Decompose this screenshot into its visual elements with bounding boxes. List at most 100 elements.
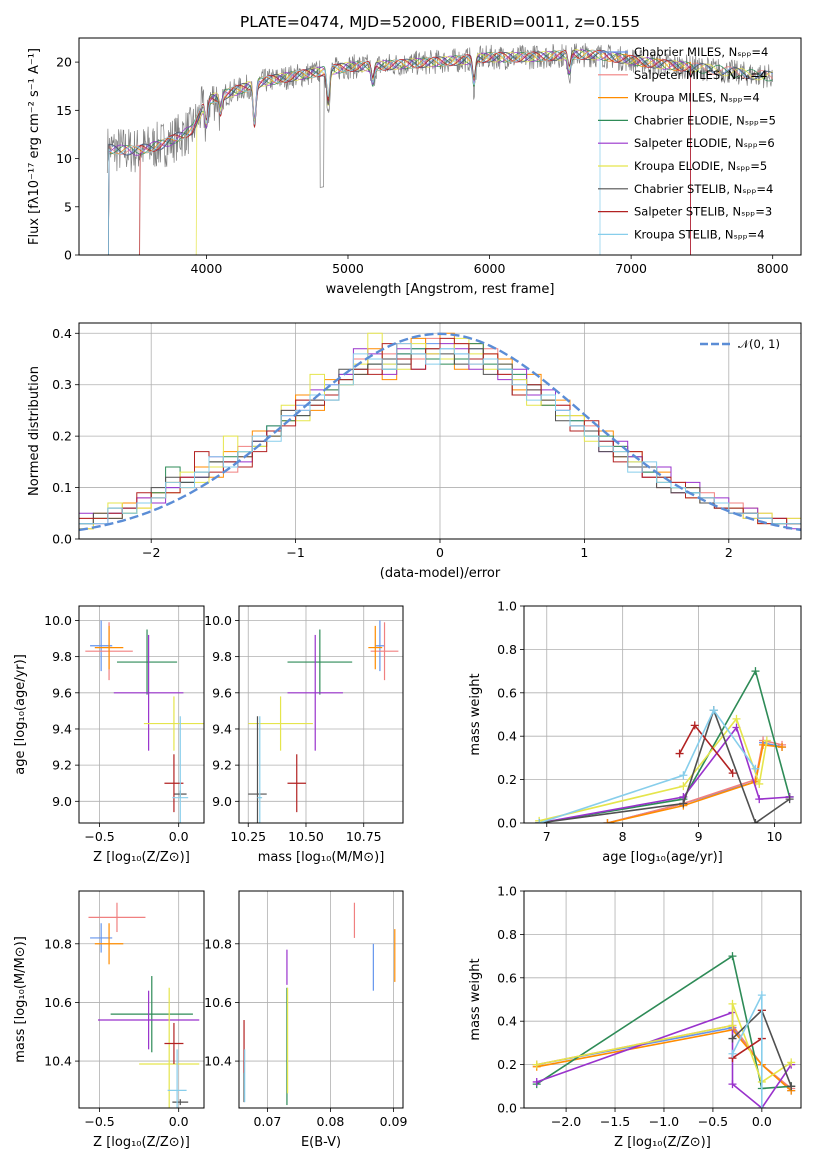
weight-marker xyxy=(679,782,688,791)
model-line-4 xyxy=(107,49,773,255)
x-tick-label: 8000 xyxy=(757,261,789,276)
axes-frame xyxy=(523,890,802,1109)
errorbar-point-4 xyxy=(110,976,193,1053)
weight-marker xyxy=(757,1104,766,1108)
chart-mass-vs-Z: −0.5 0.0 10.4 10.6 10.8 Z [log₁₀(Z/Z⊙)] mass [… xyxy=(13,890,205,1150)
spectrum-plot-area xyxy=(106,43,774,255)
x-tick-label: 10.75 xyxy=(346,829,382,844)
y-tick-label: 9.2 xyxy=(52,758,72,773)
y-tick-label: 0.0 xyxy=(497,1101,517,1116)
y-tick-label: 0.2 xyxy=(52,429,72,444)
histogram-plot-area xyxy=(79,332,801,532)
chart-mass-weight-vs-age: 7 8 9 10 0.0 0.2 0.4 0.6 0.8 1.0 age [log₁₀(age/yr… xyxy=(468,599,802,865)
weight-line xyxy=(538,708,757,823)
errorbar-point-4 xyxy=(287,629,353,695)
weight-marker xyxy=(762,736,771,745)
weight-series-6 xyxy=(535,714,771,823)
weight-marker xyxy=(787,1058,796,1067)
x-axis-label: Z [log₁₀(Z/Z⊙)] xyxy=(93,850,190,865)
y-axis-label: mass weight xyxy=(468,958,483,1040)
x-axis-label: E(B-V) xyxy=(301,1135,341,1150)
y-tick-label: 10.4 xyxy=(204,1054,232,1069)
errorbar-plot-area xyxy=(243,902,396,1106)
errorbar-point-6 xyxy=(143,696,204,751)
legend-label-3: Kroupa MILES, Nₛₚₚ=4 xyxy=(634,91,760,105)
weight-marker xyxy=(679,799,688,808)
spectrum-legend: Chabrier MILES, Nₛₚₚ=4 Salpeter MILES, Nₛ… xyxy=(598,45,776,241)
errorbar-point-6 xyxy=(248,696,313,751)
x-tick-label: 7000 xyxy=(615,261,647,276)
x-axis-label: mass [log₁₀(M/M⊙)] xyxy=(258,850,385,865)
chart-age-vs-mass: 10.25 10.50 10.75 9.0 9.2 9.4 9.6 9.8 10.0 mass [… xyxy=(204,605,404,865)
weight-series-9 xyxy=(535,706,760,823)
axes-frame xyxy=(78,37,802,256)
weight-line xyxy=(539,669,791,823)
x-tick-label: 0.0 xyxy=(752,1114,772,1129)
weight-line xyxy=(731,994,763,1108)
y-tick-label: 9.0 xyxy=(212,794,232,809)
y-tick-label: 9.4 xyxy=(212,721,232,736)
y-tick-label: 0.2 xyxy=(497,1057,517,1072)
y-tick-label: 0.1 xyxy=(52,480,72,495)
weight-marker xyxy=(728,769,737,778)
x-tick-label: 1 xyxy=(580,545,588,560)
weight-marker xyxy=(532,1060,541,1069)
y-tick-label: 10.8 xyxy=(44,936,72,951)
weight-marker xyxy=(603,819,612,823)
weight-marker xyxy=(728,1034,737,1043)
weight-marker xyxy=(787,1082,796,1091)
x-axis-label: wavelength [Angstrom, rest frame] xyxy=(326,282,555,297)
weight-marker xyxy=(728,999,737,1008)
y-tick-label: 9.0 xyxy=(52,794,72,809)
y-tick-label: 9.4 xyxy=(52,721,72,736)
y-tick-label: 0.2 xyxy=(497,772,517,787)
weight-marker xyxy=(757,991,766,1000)
x-axis-label: age [log₁₀(age/yr)] xyxy=(602,850,723,865)
histogram-legend: 𝒩(0, 1) xyxy=(700,337,780,351)
weight-marker xyxy=(751,819,760,823)
weight-marker xyxy=(709,706,718,715)
errorbar-plot-area xyxy=(85,620,204,823)
x-tick-label: −2.0 xyxy=(551,1114,581,1129)
y-tick-label: 0 xyxy=(64,248,72,263)
y-tick-label: 10.4 xyxy=(44,1054,72,1069)
legend-label-9: Kroupa STELIB, Nₛₚₚ=4 xyxy=(634,227,765,241)
y-tick-label: 0.6 xyxy=(497,970,517,985)
x-tick-label: −1.5 xyxy=(600,1114,630,1129)
model-line-5 xyxy=(107,49,691,255)
legend-label-8: Salpeter STELIB, Nₛₚₚ=3 xyxy=(634,205,772,219)
y-axis-label: mass [log₁₀(M/M⊙)] xyxy=(13,936,28,1063)
errorbar-point-9 xyxy=(167,1049,187,1108)
y-tick-label: 9.8 xyxy=(52,649,72,664)
y-tick-label: 10.0 xyxy=(204,613,232,628)
weight-plot-area xyxy=(535,667,794,823)
weight-marker xyxy=(690,721,699,730)
errorbar-point-3 xyxy=(368,625,383,670)
x-tick-label: 7 xyxy=(543,829,551,844)
errorbar-point-5 xyxy=(287,634,343,751)
x-tick-label: 6000 xyxy=(474,261,506,276)
axes-frame xyxy=(78,605,205,824)
x-tick-label: 0.07 xyxy=(253,1114,281,1129)
x-tick-label: −0.5 xyxy=(698,1114,728,1129)
axes-frame xyxy=(238,890,404,1109)
weight-marker xyxy=(751,667,760,676)
x-tick-label: 4000 xyxy=(191,261,223,276)
errorbar-point-7 xyxy=(172,1099,189,1106)
y-tick-label: 15 xyxy=(56,103,72,118)
y-tick-label: 9.6 xyxy=(212,685,232,700)
weight-marker xyxy=(751,764,760,773)
y-tick-label: 0.8 xyxy=(497,927,517,942)
y-tick-label: 9.6 xyxy=(52,685,72,700)
y-tick-label: 5 xyxy=(64,199,72,214)
weight-marker xyxy=(728,952,737,961)
x-tick-label: −0.5 xyxy=(84,1114,114,1129)
y-tick-label: 0.8 xyxy=(497,642,517,657)
errorbar-point-8 xyxy=(164,1022,184,1065)
y-tick-label: 10.6 xyxy=(204,995,232,1010)
x-tick-label: 5000 xyxy=(332,261,364,276)
errorbar-point-6 xyxy=(139,987,200,1108)
model-line-9 xyxy=(107,49,601,255)
y-tick-label: 10.6 xyxy=(44,995,72,1010)
weight-plot-area xyxy=(532,952,796,1108)
